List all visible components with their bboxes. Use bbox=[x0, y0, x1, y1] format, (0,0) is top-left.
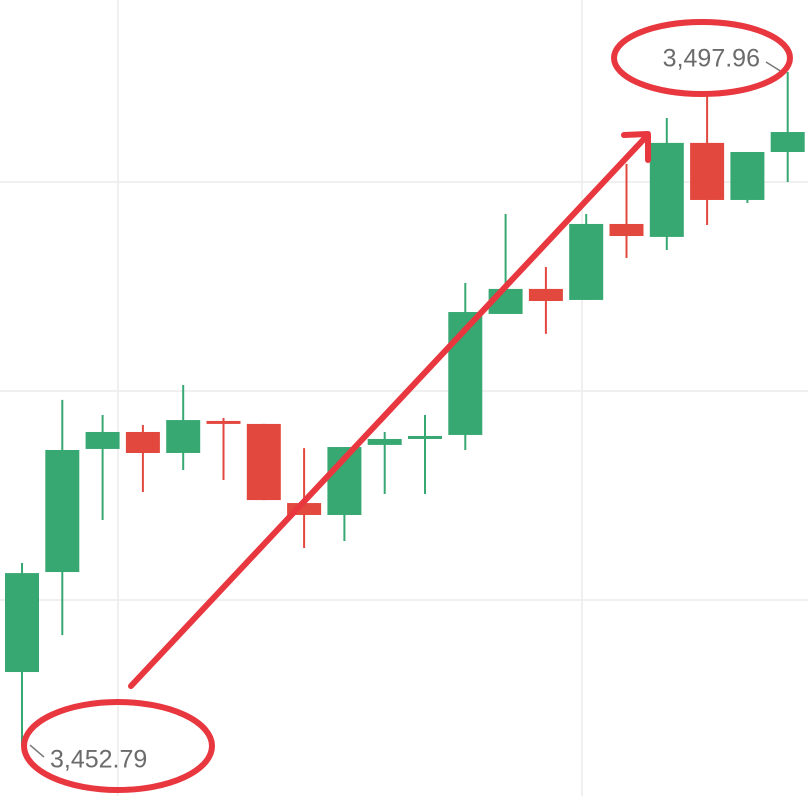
annotations: 3,452.79 3,497.96 bbox=[29, 45, 783, 774]
highlight-shapes bbox=[21, 19, 793, 793]
candle-body bbox=[408, 435, 442, 439]
annotation-label: 3,497.96 bbox=[663, 45, 760, 73]
candle-body bbox=[730, 151, 765, 200]
candle-body bbox=[690, 142, 725, 200]
arrow-head bbox=[621, 131, 651, 163]
candles bbox=[5, 71, 805, 746]
annotation-label: 3,452.79 bbox=[50, 746, 147, 774]
candle-body bbox=[770, 132, 805, 152]
candle-body bbox=[45, 450, 80, 573]
annotation-leader bbox=[765, 61, 783, 73]
candle-body bbox=[609, 223, 644, 237]
candle-body bbox=[85, 431, 120, 449]
candle-body bbox=[166, 420, 201, 453]
low-circle bbox=[21, 699, 215, 793]
candle-body bbox=[569, 223, 604, 300]
candle-body bbox=[367, 438, 402, 445]
trend-arrow bbox=[128, 136, 647, 689]
annotation-leader bbox=[29, 744, 45, 758]
candle-body bbox=[649, 142, 684, 237]
candle-body bbox=[287, 503, 322, 515]
candle-body bbox=[5, 573, 39, 673]
candle-body bbox=[206, 420, 241, 424]
high-circle bbox=[611, 19, 793, 97]
candle-body bbox=[528, 288, 563, 301]
candle-body bbox=[246, 423, 281, 501]
candle-body bbox=[125, 431, 160, 453]
